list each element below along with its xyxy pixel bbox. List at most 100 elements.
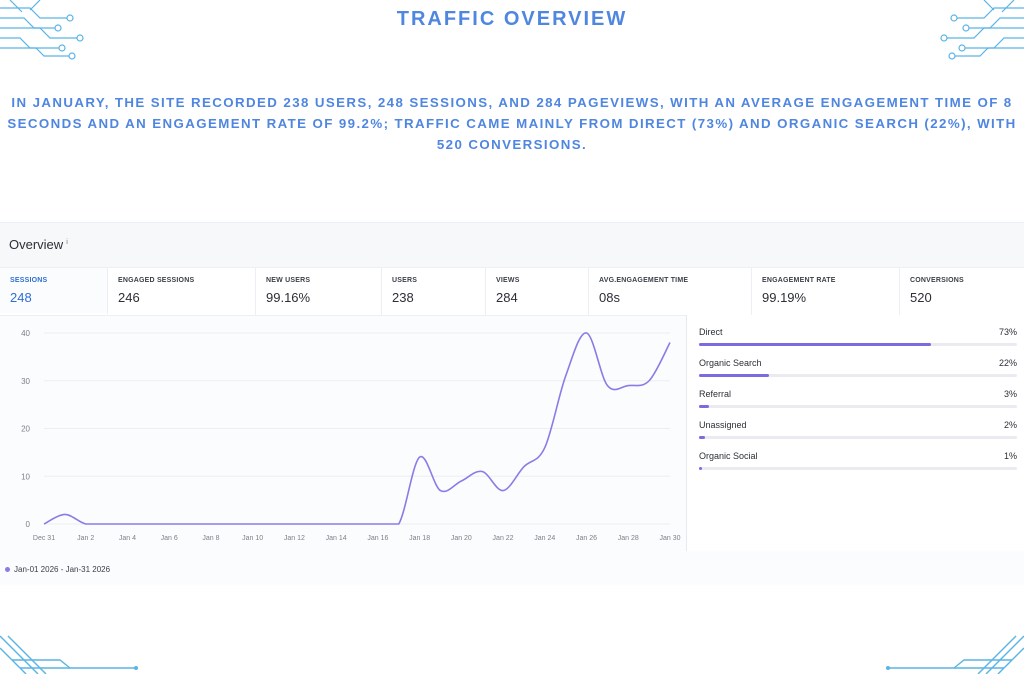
- x-tick-label: Jan 20: [451, 535, 472, 542]
- y-tick-label: 10: [21, 472, 30, 481]
- data-point[interactable]: [125, 522, 129, 526]
- data-point[interactable]: [355, 522, 359, 526]
- traffic-sources-list: Direct 73% Organic Search 22% Referral 3…: [686, 315, 1024, 551]
- data-point[interactable]: [63, 512, 67, 516]
- data-point[interactable]: [564, 374, 568, 378]
- source-row-organic-social[interactable]: Organic Social 1%: [699, 451, 1017, 479]
- data-point[interactable]: [418, 455, 422, 459]
- data-point[interactable]: [543, 446, 547, 450]
- metric-label: USERS: [392, 277, 418, 284]
- metric-tab-new-users[interactable]: NEW USERS 99.16%: [256, 268, 382, 315]
- y-tick-label: 40: [21, 329, 30, 338]
- circuit-decoration-bottom-left: [0, 634, 140, 674]
- sessions-series-line[interactable]: [43, 332, 671, 525]
- x-tick-label: Jan 12: [284, 535, 305, 542]
- metric-label: NEW USERS: [266, 277, 311, 284]
- data-point[interactable]: [251, 522, 255, 526]
- data-point[interactable]: [522, 465, 526, 469]
- data-point[interactable]: [501, 489, 505, 493]
- data-point[interactable]: [459, 479, 463, 483]
- source-percent: 3%: [1003, 389, 1017, 399]
- data-point[interactable]: [146, 522, 150, 526]
- metric-label: SESSIONS: [10, 277, 48, 284]
- x-tick-label: Jan 30: [659, 535, 680, 542]
- source-bar-fill: [699, 374, 769, 377]
- metric-value: 284: [496, 290, 518, 305]
- data-point[interactable]: [585, 331, 589, 335]
- source-percent: 2%: [1003, 420, 1017, 430]
- chart-legend[interactable]: Jan-01 2026 - Jan-31 2026: [5, 565, 110, 574]
- source-name: Direct: [699, 327, 723, 337]
- source-name: Organic Search: [699, 358, 762, 368]
- circuit-decoration-bottom-right: [884, 634, 1024, 674]
- x-tick-label: Jan 22: [493, 535, 514, 542]
- data-point[interactable]: [272, 522, 276, 526]
- sessions-line-chart: 0 10 20 30 40 Dec 31 Jan 2 Jan 4 Jan 6 Jan 8 Jan 1…: [0, 315, 686, 585]
- x-tick-label: Jan 16: [367, 535, 388, 542]
- metric-label: VIEWS: [496, 277, 520, 284]
- data-point[interactable]: [292, 522, 296, 526]
- metric-tab-views[interactable]: VIEWS 284: [486, 268, 589, 315]
- x-tick-label: Jan 14: [326, 535, 347, 542]
- x-tick-label: Jan 10: [242, 535, 263, 542]
- legend-label: Jan-01 2026 - Jan-31 2026: [14, 565, 111, 574]
- source-name: Unassigned: [699, 420, 747, 430]
- data-point[interactable]: [668, 341, 672, 345]
- y-tick-label: 20: [21, 425, 30, 434]
- data-point[interactable]: [42, 522, 46, 526]
- legend-dot-icon: [5, 567, 10, 573]
- summary-text: IN JANUARY, THE SITE RECORDED 238 USERS,…: [7, 95, 1017, 152]
- metric-tabs: SESSIONS 248 ENGAGED SESSIONS 246 NEW US…: [0, 267, 1024, 316]
- metric-tab-users[interactable]: USERS 238: [382, 268, 486, 315]
- overview-title-text: Overview: [9, 237, 64, 252]
- source-bar-track: [699, 405, 1017, 408]
- metric-tab-avg-engagement-time[interactable]: AVG.ENGAGEMENT TIME 08s: [589, 268, 752, 315]
- data-point[interactable]: [230, 522, 234, 526]
- info-icon[interactable]: i: [66, 238, 68, 246]
- source-percent: 1%: [1003, 451, 1017, 461]
- data-point[interactable]: [105, 522, 109, 526]
- y-tick-label: 0: [26, 520, 31, 529]
- source-bar-fill: [699, 467, 703, 470]
- metric-value: 99.16%: [266, 290, 311, 305]
- source-bar-fill: [699, 343, 932, 346]
- data-point[interactable]: [480, 469, 484, 473]
- data-point[interactable]: [334, 522, 338, 526]
- metric-value: 238: [392, 290, 414, 305]
- metric-tab-engagement-rate[interactable]: ENGAGEMENT RATE 99.19%: [752, 268, 900, 315]
- x-tick-label: Jan 18: [409, 535, 430, 542]
- source-row-organic-search[interactable]: Organic Search 22%: [699, 358, 1017, 386]
- data-point[interactable]: [647, 379, 651, 383]
- y-tick-label: 30: [21, 377, 30, 386]
- circuit-decoration-top-right: [924, 0, 1024, 70]
- data-point[interactable]: [84, 522, 88, 526]
- data-point[interactable]: [438, 489, 442, 493]
- metric-value: 520: [910, 290, 932, 305]
- source-row-referral[interactable]: Referral 3%: [699, 389, 1017, 417]
- data-point[interactable]: [397, 522, 401, 526]
- source-name: Referral: [699, 389, 732, 399]
- metric-label: AVG.ENGAGEMENT TIME: [599, 277, 689, 284]
- data-point[interactable]: [209, 522, 213, 526]
- x-tick-label: Jan 6: [161, 535, 178, 542]
- x-tick-label: Jan 26: [576, 535, 597, 542]
- source-bar-track: [699, 374, 1017, 377]
- data-point[interactable]: [626, 384, 630, 388]
- data-point[interactable]: [376, 522, 380, 526]
- page-title: TRAFFIC OVERVIEW: [396, 8, 628, 30]
- metric-tab-conversions[interactable]: CONVERSIONS 520: [900, 268, 1024, 315]
- data-point[interactable]: [313, 522, 317, 526]
- source-row-unassigned[interactable]: Unassigned 2%: [699, 420, 1017, 448]
- metric-tab-engaged-sessions[interactable]: ENGAGED SESSIONS 246: [108, 268, 256, 315]
- data-point[interactable]: [167, 522, 171, 526]
- overview-title: Overview i: [9, 237, 68, 252]
- circuit-decoration-top-left: [0, 0, 100, 70]
- data-point[interactable]: [605, 384, 609, 388]
- source-bar-track: [699, 436, 1017, 439]
- source-bar-fill: [699, 436, 706, 439]
- data-point[interactable]: [188, 522, 192, 526]
- metric-tab-sessions[interactable]: SESSIONS 248: [0, 268, 108, 315]
- source-row-direct[interactable]: Direct 73%: [699, 327, 1017, 355]
- x-tick-label: Jan 24: [534, 535, 555, 542]
- panel-header: Overview i: [0, 223, 1024, 267]
